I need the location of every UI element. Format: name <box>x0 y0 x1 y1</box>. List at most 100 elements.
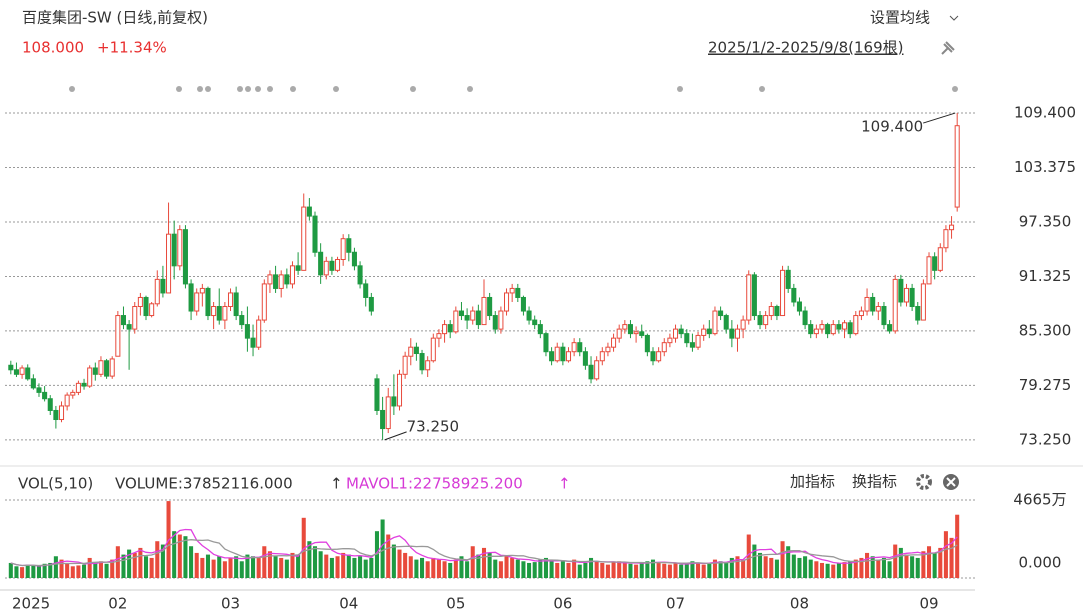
volume-bar <box>949 537 954 578</box>
candle-body <box>701 328 707 336</box>
candle-body <box>515 287 521 298</box>
volume-bar <box>808 559 813 578</box>
candle-body <box>881 306 887 326</box>
switch-indicator[interactable]: 换指标 <box>852 473 897 491</box>
volume-bar <box>774 559 779 578</box>
close-icon-cross[interactable] <box>946 477 956 487</box>
y-tick-label: 97.350 <box>1019 212 1072 230</box>
volume-bar <box>910 556 915 578</box>
candle-body <box>413 346 419 355</box>
volume-bar <box>622 562 627 578</box>
volume-bar <box>752 544 757 578</box>
volume-bar <box>498 561 503 578</box>
annotation-arrow <box>384 431 407 441</box>
candle-body <box>768 306 774 317</box>
candle-body <box>780 269 786 317</box>
volume-bar <box>470 546 475 578</box>
volume-bar <box>915 557 920 578</box>
candle-body <box>182 229 188 285</box>
candle-body <box>526 310 532 321</box>
volume-bar <box>436 559 441 578</box>
volume-bar <box>155 541 160 578</box>
volume-bar <box>560 561 565 578</box>
volume-bar <box>696 562 701 578</box>
candle-body <box>109 358 115 377</box>
price-change: +11.34% <box>97 39 167 57</box>
candle-body <box>763 315 769 326</box>
candle-body <box>458 310 464 317</box>
volume-bar <box>160 544 165 578</box>
volume-bar <box>115 546 120 578</box>
volume-bar <box>53 556 58 578</box>
volume-bar <box>650 559 656 578</box>
volume-bar <box>138 547 143 578</box>
candle-body <box>154 278 160 305</box>
settings-icon[interactable] <box>916 474 932 490</box>
volume-indicator: VOL(5,10) <box>18 475 93 493</box>
volume-bar <box>20 567 25 578</box>
volume-bar <box>476 554 481 578</box>
candle-body <box>678 328 684 335</box>
candle-body <box>898 278 904 303</box>
volume-bar <box>448 562 453 578</box>
volume-bar <box>335 556 340 578</box>
volume-bar <box>143 556 149 578</box>
candle-body <box>188 283 194 312</box>
candle-body <box>425 360 431 371</box>
x-tick-label: 09 <box>919 595 938 613</box>
volume-bar <box>572 559 577 578</box>
candle-body <box>689 342 695 348</box>
volume-bar <box>341 552 346 578</box>
candle-body <box>599 351 605 362</box>
candle-body <box>13 369 19 375</box>
volume-tick-label: 0.000 <box>1019 554 1062 572</box>
candle-body <box>633 331 639 335</box>
volume-bar <box>684 563 689 578</box>
candle-body <box>920 283 926 321</box>
volume-bar <box>59 559 64 578</box>
date-range[interactable]: 2025/1/2-2025/9/8(169根) <box>708 39 903 57</box>
candle-body <box>937 247 943 271</box>
candle-body <box>853 315 859 335</box>
add-indicator[interactable]: 加指标 <box>790 473 835 491</box>
candle-body <box>58 405 65 421</box>
candle-body <box>684 333 690 344</box>
volume-bar <box>515 559 520 578</box>
candle-body <box>520 296 526 312</box>
volume-bar <box>222 561 227 578</box>
candle-body <box>695 334 701 348</box>
volume-ma-line <box>10 539 958 567</box>
candle-body <box>582 351 588 366</box>
candle-body <box>464 315 470 321</box>
volume-bar <box>594 561 599 578</box>
volume-bar <box>234 556 239 578</box>
candle-body <box>943 229 949 249</box>
candle-body <box>301 206 307 271</box>
volume-bar <box>532 562 537 578</box>
event-markers <box>69 86 958 92</box>
dropdown-icon[interactable] <box>949 15 959 21</box>
candle-body <box>492 315 498 330</box>
x-tick-label: 02 <box>108 595 127 613</box>
volume-bar <box>887 561 892 578</box>
candle-body <box>841 322 848 330</box>
volume-bar <box>205 554 211 578</box>
volume-bar <box>701 564 706 578</box>
arrow-icon: ↑ <box>330 475 343 493</box>
volume-bar <box>763 556 768 578</box>
candle-body <box>120 315 127 326</box>
volume-bar <box>617 561 622 578</box>
volume-bar <box>369 557 374 578</box>
mavol-label: MAVOL1:22758925.200 <box>346 475 523 493</box>
candle-body <box>160 278 166 294</box>
candle-body <box>98 360 104 375</box>
volume-bar <box>679 564 684 578</box>
volume-bar <box>172 531 177 578</box>
candle-body <box>244 324 250 339</box>
pin-icon[interactable] <box>941 41 955 55</box>
ma-setting[interactable]: 设置均线 <box>870 9 930 27</box>
candle-body <box>92 367 98 375</box>
candle-body <box>75 382 81 393</box>
candle-body <box>53 409 59 421</box>
volume-tick-label: 4665万 <box>1013 491 1066 509</box>
